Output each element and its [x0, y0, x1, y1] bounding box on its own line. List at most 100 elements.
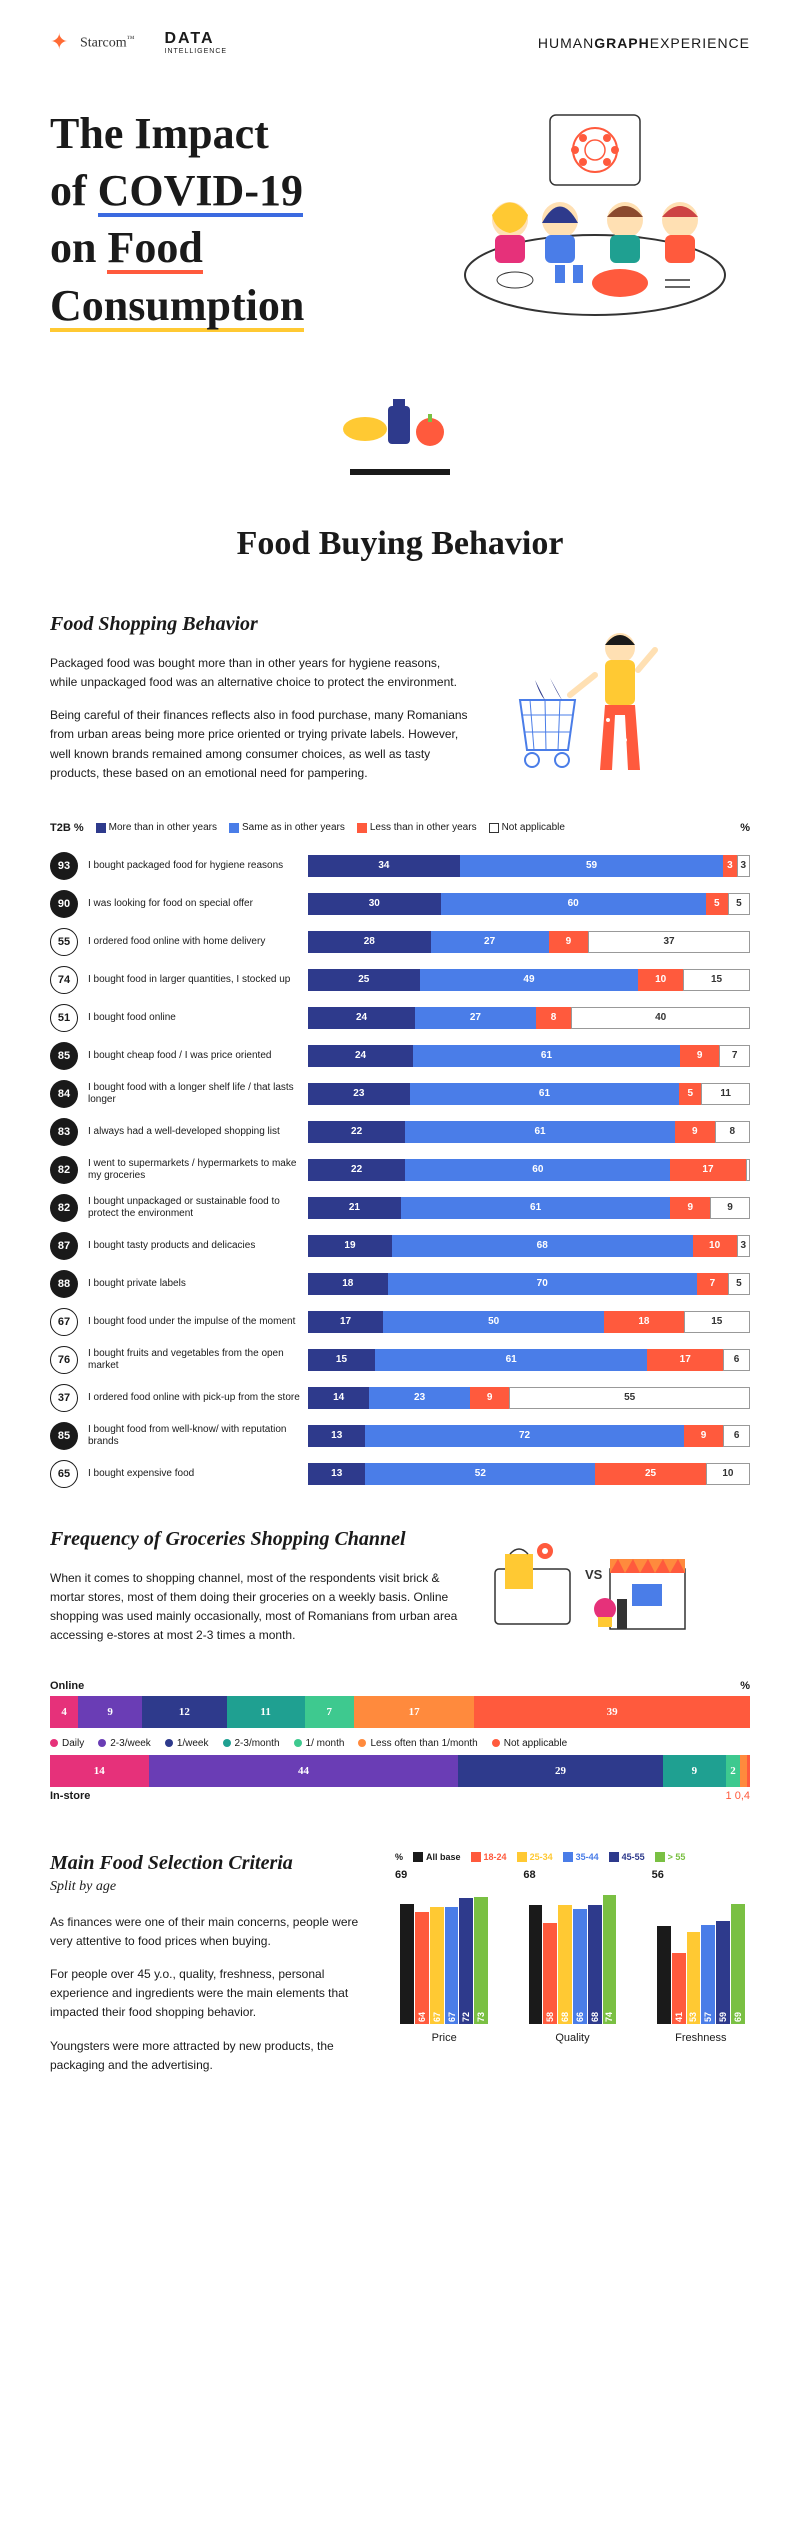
t2b-badge: 51 [50, 1004, 78, 1032]
vbar: 53 [687, 1932, 701, 2025]
behavior-row: 76 I bought fruits and vegetables from th… [50, 1346, 750, 1374]
vbar: 72 [459, 1898, 473, 2024]
legend-item: 1/ month [294, 1738, 345, 1749]
stacked-bar: 2427840 [308, 1007, 750, 1029]
legend-item: 35-44 [563, 1852, 599, 1863]
behavior-row: 84 I bought food with a longer shelf life… [50, 1080, 750, 1108]
starcom-logo: Starcom™ [50, 34, 135, 52]
legend-item: All base [413, 1852, 461, 1863]
divider-bar [350, 469, 450, 475]
frequency-section: Frequency of Groceries Shopping Channel … [50, 1528, 750, 1802]
t2b-badge: 85 [50, 1042, 78, 1070]
row-label: I ordered food online with home delivery [88, 936, 308, 948]
behavior-row: 93 I bought packaged food for hygiene rea… [50, 852, 750, 880]
vbar: 68 [558, 1905, 572, 2024]
legend-item: 18-24 [471, 1852, 507, 1863]
shopping-behavior-text: Packaged food was bought more than in ot… [50, 654, 470, 783]
stacked-bar: 25491015 [308, 969, 750, 991]
dinner-table-illustration [455, 105, 750, 334]
t2b-badge: 88 [50, 1270, 78, 1298]
vbar: 64 [415, 1912, 429, 2024]
bar-group: 685868666874Quality [523, 1884, 621, 2044]
title-section: The Impact of COVID-19 on Food Consumpti… [0, 75, 800, 384]
instore-bar: 14442992 [50, 1755, 750, 1787]
t2b-badge: 82 [50, 1194, 78, 1222]
behavior-row: 90 I was looking for food on special offe… [50, 890, 750, 918]
stacked-bar: 13522510 [308, 1463, 750, 1485]
row-label: I was looking for food on special offer [88, 898, 308, 910]
row-label: I bought food from well-know/ with reput… [88, 1424, 308, 1448]
t2b-badge: 67 [50, 1308, 78, 1336]
stacked-bar: 1561176 [308, 1349, 750, 1371]
t2b-badge: 83 [50, 1118, 78, 1146]
online-bar: 49121171739 [50, 1696, 750, 1728]
food-icons-divider [0, 384, 800, 469]
behavior-row: 51I bought food online2427840 [50, 1004, 750, 1032]
row-label: I bought unpackaged or sustainable food … [88, 1196, 308, 1220]
stacked-bar: 2361511 [308, 1083, 750, 1105]
vbar: 69 [731, 1904, 745, 2025]
stacked-bar: 17501815 [308, 1311, 750, 1333]
vbar: 59 [716, 1921, 730, 2024]
frequency-chart: Online% 49121171739 Daily2-3/week1/week2… [50, 1680, 750, 1802]
t2b-badge: 55 [50, 928, 78, 956]
behavior-row: 83 I always had a well-developed shopping… [50, 1118, 750, 1146]
svg-text:VS: VS [585, 1567, 603, 1582]
behavior-legend: T2B % More than in other years Same as i… [50, 822, 750, 834]
behavior-row: 65I bought expensive food13522510 [50, 1460, 750, 1488]
bar-group: 696467677273Price [395, 1884, 493, 2044]
vbar: 58 [543, 1923, 557, 2025]
row-label: I bought private labels [88, 1278, 308, 1290]
behavior-row: 55 I ordered food online with home delive… [50, 928, 750, 956]
row-label: I went to supermarkets / hypermarkets to… [88, 1158, 308, 1182]
t2b-badge: 93 [50, 852, 78, 880]
stacked-bar: 226198 [308, 1121, 750, 1143]
frequency-text: When it comes to shopping channel, most … [50, 1569, 470, 1646]
row-label: I bought fruits and vegetables from the … [88, 1348, 308, 1372]
vbar: 67 [430, 1907, 444, 2024]
criteria-legend: %All base18-2425-3435-4445-55> 55 [395, 1852, 750, 1863]
behavior-row: 67I bought food under the impulse of the… [50, 1308, 750, 1336]
t2b-badge: 84 [50, 1080, 78, 1108]
legend-item: Less often than 1/month [358, 1738, 477, 1749]
row-label: I bought food with a longer shelf life /… [88, 1082, 308, 1106]
frequency-legend: Daily2-3/week1/week2-3/month1/ monthLess… [50, 1738, 750, 1749]
vbar [529, 1905, 543, 2024]
frequency-title: Frequency of Groceries Shopping Channel [50, 1528, 470, 1551]
behavior-row: 82 I bought unpackaged or sustainable foo… [50, 1194, 750, 1222]
vbar: 68 [588, 1905, 602, 2024]
t2b-badge: 76 [50, 1346, 78, 1374]
group-label: Price [432, 2032, 457, 2044]
behavior-row: 87I bought tasty products and delicacies… [50, 1232, 750, 1260]
stacked-bar: 246197 [308, 1045, 750, 1067]
row-label: I bought packaged food for hygiene reaso… [88, 860, 308, 872]
stacked-bar: 216199 [308, 1197, 750, 1219]
behavior-row: 88 I bought private labels187075 [50, 1270, 750, 1298]
vbar: 57 [701, 1925, 715, 2025]
row-label: I bought tasty products and delicacies [88, 1240, 308, 1252]
stacked-bar: 187075 [308, 1273, 750, 1295]
row-label: I always had a well-developed shopping l… [88, 1126, 308, 1138]
shopping-behavior-section: Food Shopping Behavior Packaged food was… [50, 613, 750, 1488]
vbar [400, 1904, 414, 2025]
legend-item: 25-34 [517, 1852, 553, 1863]
criteria-text: As finances were one of their main conce… [50, 1913, 365, 2075]
stacked-bar: 226017 [308, 1159, 750, 1181]
behavior-row: 82 I went to supermarkets / hypermarkets … [50, 1156, 750, 1184]
row-label: I ordered food online with pick-up from … [88, 1392, 308, 1404]
criteria-subtitle: Split by age [50, 1879, 365, 1895]
humangraph-logo: HUMANGRAPHEXPERIENCE [538, 35, 750, 51]
stacked-bar: 2827937 [308, 931, 750, 953]
t2b-badge: 82 [50, 1156, 78, 1184]
group-label: Freshness [675, 2032, 726, 2044]
legend-item: 45-55 [609, 1852, 645, 1863]
main-title: The Impact of COVID-19 on Food Consumpti… [50, 105, 435, 334]
behavior-row: 85I bought food from well-know/ with rep… [50, 1422, 750, 1450]
t2b-badge: 65 [50, 1460, 78, 1488]
criteria-title: Main Food Selection Criteria [50, 1852, 365, 1875]
group-label: Quality [555, 2032, 589, 2044]
vbar [657, 1926, 671, 2024]
stacked-bar: 345933 [308, 855, 750, 877]
legend-item: > 55 [655, 1852, 686, 1863]
t2b-badge: 90 [50, 890, 78, 918]
